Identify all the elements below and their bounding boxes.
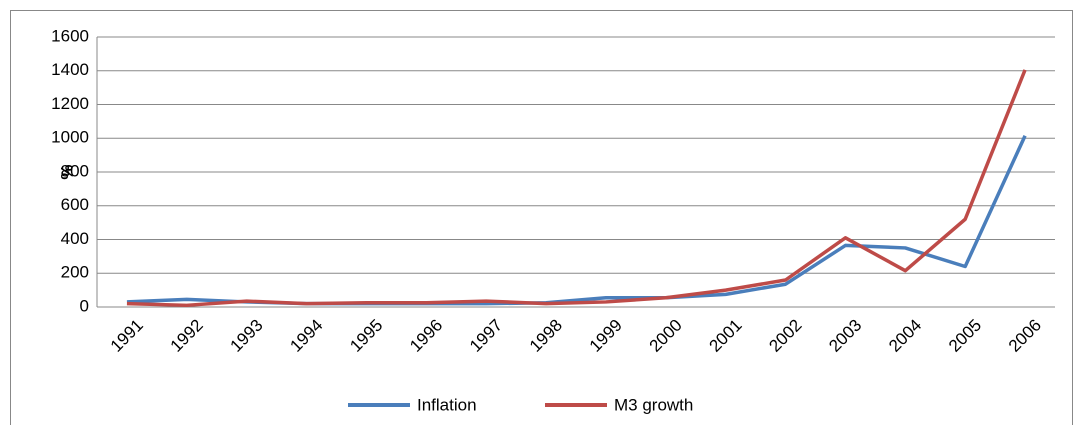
x-tick-label: 2000 [646,316,686,356]
y-tick-label: 1200 [51,94,89,113]
x-tick-label: 2004 [885,316,925,356]
legend-label: M3 growth [614,395,693,414]
series-line [126,134,1027,306]
y-tick-label: 1400 [51,60,89,79]
x-tick-label: 1996 [406,316,446,356]
y-tick-label: 1000 [51,128,89,147]
y-tick-label: 800 [61,161,89,180]
x-tick-label: 1991 [107,316,147,356]
x-tick-label: 1999 [586,316,626,356]
series-line [126,69,1027,308]
y-tick-label: 1600 [51,26,89,45]
x-tick-label: 2003 [825,316,865,356]
y-tick-label: 600 [61,195,89,214]
x-tick-label: 2001 [706,316,746,356]
x-tick-label: 1997 [466,316,506,356]
x-tick-label: 2006 [1005,316,1045,356]
x-tick-label: 1992 [167,316,207,356]
legend-label: Inflation [417,395,477,414]
y-tick-label: 200 [61,263,89,282]
y-tick-label: 400 [61,229,89,248]
chart-border [10,10,1073,430]
y-axis-label: % [57,164,76,179]
x-tick-label: 2005 [945,316,985,356]
y-tick-label: 0 [80,296,89,315]
x-tick-label: 1994 [286,316,326,356]
x-tick-label: 1993 [227,316,267,356]
x-tick-label: 1998 [526,316,566,356]
x-tick-label: 2002 [765,316,805,356]
x-tick-label: 1995 [346,316,386,356]
